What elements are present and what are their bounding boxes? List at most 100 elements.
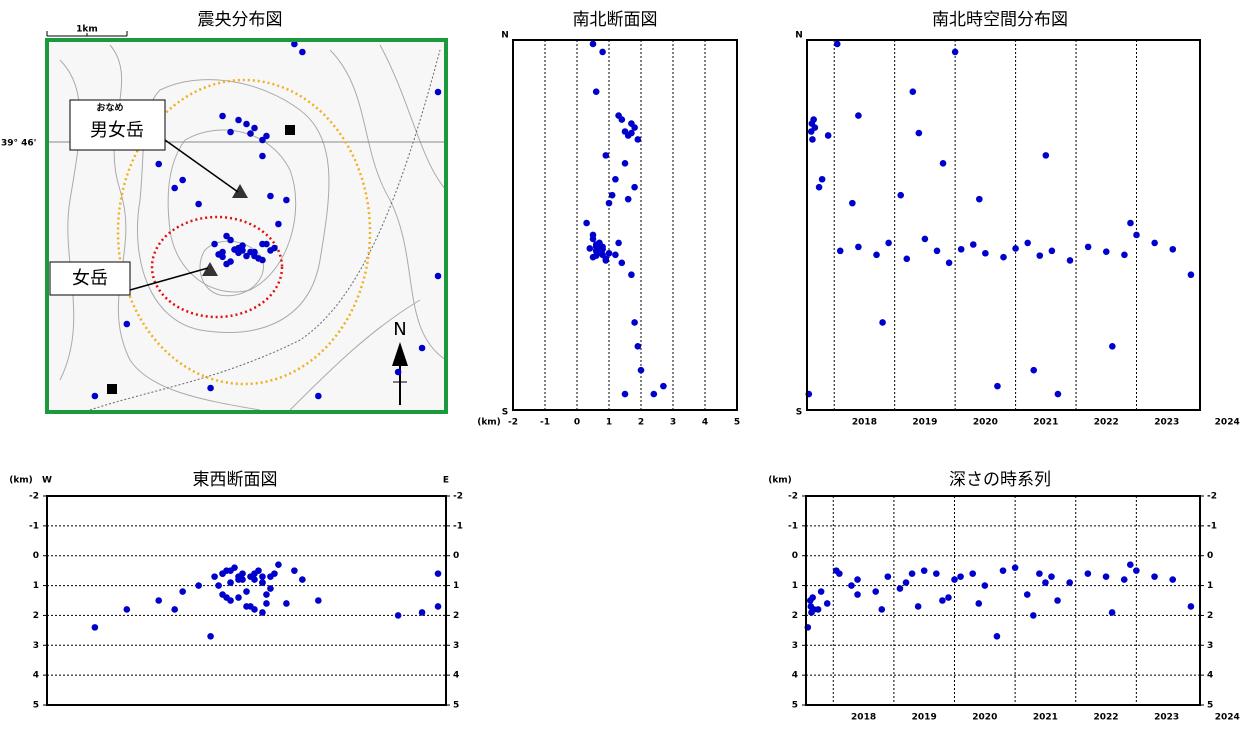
data-point bbox=[939, 160, 947, 167]
data-point bbox=[418, 344, 426, 352]
data-point bbox=[873, 251, 880, 259]
y-tick-label: 4 bbox=[792, 671, 798, 681]
data-point bbox=[872, 588, 880, 595]
y-tick-label: -1 bbox=[1207, 521, 1217, 531]
data-point bbox=[1151, 573, 1158, 580]
y-tick-label: 2 bbox=[792, 611, 798, 621]
data-point bbox=[586, 245, 594, 252]
data-point bbox=[833, 40, 841, 48]
data-point bbox=[291, 567, 298, 574]
data-point bbox=[239, 576, 246, 583]
data-point bbox=[227, 128, 234, 136]
data-point bbox=[271, 244, 278, 252]
data-point bbox=[817, 588, 825, 595]
data-point bbox=[1011, 564, 1019, 571]
data-point bbox=[1054, 390, 1062, 398]
data-point bbox=[920, 567, 928, 574]
data-point bbox=[1102, 573, 1110, 580]
plot-area bbox=[513, 40, 737, 410]
y-tick-label: 1 bbox=[453, 581, 459, 591]
data-point bbox=[263, 132, 270, 140]
data-point bbox=[660, 382, 667, 390]
y-tick-label: 2 bbox=[1207, 611, 1213, 621]
data-point bbox=[243, 252, 250, 260]
data-point bbox=[239, 242, 246, 249]
data-point bbox=[634, 136, 642, 143]
data-point bbox=[969, 241, 977, 248]
leader-line bbox=[164, 139, 239, 193]
x-tick-label: 2022 bbox=[1094, 713, 1119, 723]
scale-label: 1km bbox=[76, 25, 98, 35]
contour bbox=[329, 49, 447, 361]
data-point bbox=[879, 319, 886, 326]
data-point bbox=[621, 390, 629, 398]
chart-title: 南北時空間分布図 bbox=[932, 10, 1068, 30]
data-point bbox=[259, 579, 266, 586]
data-point bbox=[1066, 257, 1074, 264]
map-background: おなめ 男女岳 女岳 N 1km 39° 46' bbox=[1, 25, 447, 414]
data-point bbox=[945, 594, 952, 601]
data-point bbox=[855, 243, 862, 251]
data-point bbox=[909, 88, 917, 96]
data-point bbox=[171, 606, 178, 613]
data-point bbox=[981, 582, 989, 589]
data-point bbox=[1036, 570, 1043, 577]
data-point bbox=[855, 112, 862, 119]
x-tick-label: 2021 bbox=[1033, 418, 1058, 428]
direction-label: E bbox=[443, 476, 449, 486]
data-point bbox=[223, 567, 230, 574]
red-circle bbox=[150, 215, 284, 319]
data-point bbox=[1133, 231, 1140, 239]
y-tick-label: -1 bbox=[453, 521, 463, 531]
data-point bbox=[814, 606, 822, 613]
data-point bbox=[1030, 612, 1037, 619]
data-point bbox=[885, 239, 892, 247]
x-axis-label: (km) bbox=[477, 418, 501, 428]
data-point bbox=[1024, 239, 1031, 247]
data-point bbox=[247, 248, 254, 256]
y-tick-label: 0 bbox=[33, 551, 39, 561]
data-point bbox=[239, 247, 246, 254]
y-tick-label: 5 bbox=[1207, 701, 1213, 711]
data-point bbox=[1042, 579, 1049, 586]
data-point bbox=[994, 382, 1001, 390]
data-point bbox=[824, 132, 832, 139]
data-point bbox=[1133, 567, 1140, 574]
data-point bbox=[810, 116, 817, 123]
data-point bbox=[1120, 576, 1128, 583]
label-box bbox=[69, 99, 166, 151]
contour bbox=[59, 59, 81, 381]
x-tick-label: 0 bbox=[574, 418, 580, 428]
data-point bbox=[634, 343, 642, 350]
data-point bbox=[259, 240, 266, 248]
y-tick-label: 3 bbox=[33, 641, 39, 651]
data-point bbox=[599, 251, 606, 259]
x-tick-label: -1 bbox=[540, 418, 550, 428]
map-area bbox=[47, 40, 446, 414]
y-tick-label: -2 bbox=[1207, 492, 1217, 502]
data-point bbox=[951, 576, 958, 583]
y-tick-label: 0 bbox=[792, 551, 798, 561]
data-point bbox=[878, 606, 886, 613]
x-tick-label: 2024 bbox=[1215, 418, 1240, 428]
data-point bbox=[976, 195, 983, 203]
data-point bbox=[227, 579, 234, 586]
y-tick-label: 4 bbox=[33, 671, 39, 681]
x-tick-label: 2023 bbox=[1154, 418, 1179, 428]
data-point bbox=[91, 624, 99, 631]
y-end-label: S bbox=[796, 408, 802, 418]
north-arrow-head bbox=[392, 342, 408, 366]
x-tick-label: 2022 bbox=[1094, 418, 1119, 428]
y-tick-label: 1 bbox=[1207, 581, 1213, 591]
data-point bbox=[599, 245, 606, 253]
data-point bbox=[1066, 579, 1073, 586]
data-point bbox=[1127, 219, 1134, 227]
x-tick-label: 5 bbox=[734, 418, 740, 428]
data-point bbox=[592, 88, 600, 96]
data-point bbox=[602, 257, 610, 264]
y-tick-label: 0 bbox=[453, 551, 459, 561]
y-axis-label: (km) bbox=[768, 476, 792, 486]
data-point bbox=[179, 176, 186, 184]
data-point bbox=[815, 183, 823, 191]
data-point bbox=[211, 573, 218, 580]
